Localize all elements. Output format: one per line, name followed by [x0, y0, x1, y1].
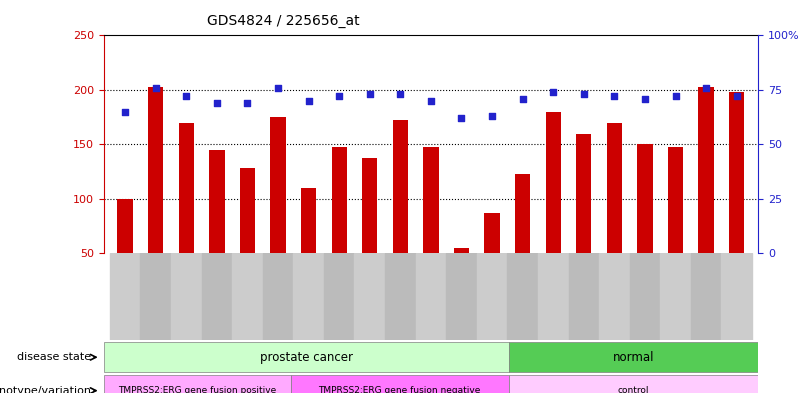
Text: TMPRSS2:ERG gene fusion positive: TMPRSS2:ERG gene fusion positive	[118, 386, 276, 393]
Bar	[393, 120, 408, 308]
Point	[638, 95, 651, 102]
Bar	[104, 375, 290, 393]
Point	[149, 84, 162, 91]
Bar	[423, 147, 439, 308]
Bar	[668, 147, 683, 308]
Bar	[599, 253, 630, 340]
Bar	[202, 253, 232, 340]
Bar	[171, 253, 202, 340]
Point	[363, 91, 376, 97]
Bar	[484, 213, 500, 308]
Bar	[476, 253, 508, 340]
Point	[578, 91, 591, 97]
Bar	[104, 342, 509, 373]
Bar	[538, 253, 568, 340]
Bar	[515, 174, 531, 308]
Point	[241, 100, 254, 106]
Bar	[294, 253, 324, 340]
Bar	[729, 92, 745, 308]
Text: disease state: disease state	[18, 352, 91, 362]
Text: genotype/variation: genotype/variation	[0, 386, 91, 393]
Point	[730, 93, 743, 99]
Point	[271, 84, 284, 91]
Bar	[354, 253, 385, 340]
Bar	[331, 147, 347, 308]
Bar	[509, 342, 758, 373]
Point	[119, 108, 132, 115]
Text: normal: normal	[613, 351, 654, 364]
Bar	[576, 134, 591, 308]
Point	[211, 100, 223, 106]
Bar	[385, 253, 416, 340]
Bar	[232, 253, 263, 340]
Point	[455, 115, 468, 121]
Bar	[290, 375, 509, 393]
Bar	[271, 117, 286, 308]
Bar	[446, 253, 476, 340]
Bar	[301, 188, 316, 308]
Text: prostate cancer: prostate cancer	[260, 351, 353, 364]
Bar	[362, 158, 377, 308]
Text: GDS4824 / 225656_at: GDS4824 / 225656_at	[207, 14, 360, 28]
Text: TMPRSS2:ERG gene fusion negative: TMPRSS2:ERG gene fusion negative	[318, 386, 481, 393]
Point	[700, 84, 713, 91]
Point	[516, 95, 529, 102]
Bar	[606, 123, 622, 308]
Point	[180, 93, 192, 99]
Bar	[263, 253, 294, 340]
Bar	[691, 253, 721, 340]
Bar	[721, 253, 752, 340]
Bar	[240, 169, 255, 308]
Point	[333, 93, 346, 99]
Point	[425, 97, 437, 104]
Bar	[508, 253, 538, 340]
Point	[302, 97, 315, 104]
Bar	[546, 112, 561, 308]
Bar	[568, 253, 599, 340]
Bar	[638, 144, 653, 308]
Bar	[324, 253, 354, 340]
Bar	[117, 199, 132, 308]
Bar	[110, 253, 140, 340]
Bar	[140, 253, 171, 340]
Bar	[509, 375, 758, 393]
Bar	[148, 86, 164, 308]
Bar	[179, 123, 194, 308]
Bar	[209, 150, 224, 308]
Bar	[660, 253, 691, 340]
Point	[608, 93, 621, 99]
Text: control: control	[618, 386, 650, 393]
Point	[486, 113, 499, 119]
Bar	[698, 86, 713, 308]
Point	[670, 93, 682, 99]
Point	[394, 91, 407, 97]
Bar	[454, 248, 469, 308]
Bar	[416, 253, 446, 340]
Bar	[630, 253, 660, 340]
Point	[547, 89, 559, 95]
